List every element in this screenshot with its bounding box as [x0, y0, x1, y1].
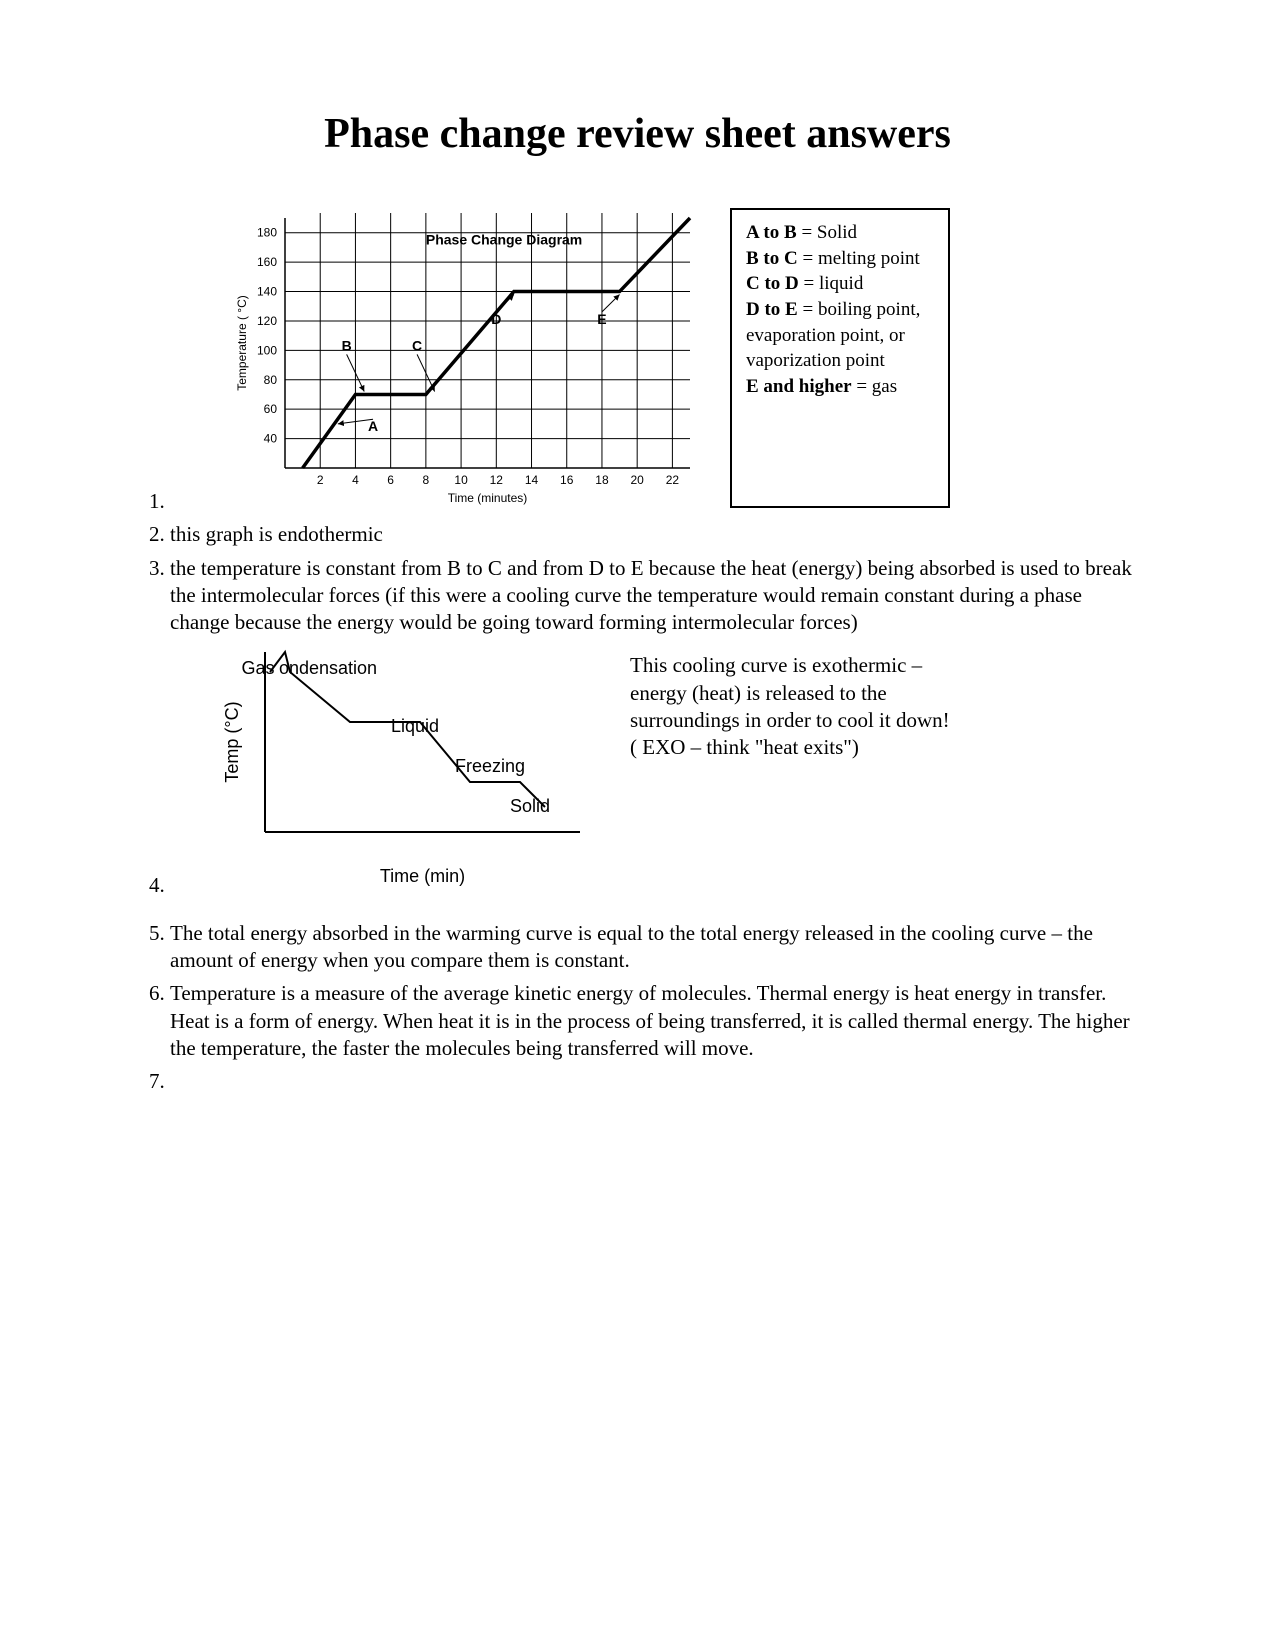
- answers-list: 2 4 6 8 10 12 14 16 18 20 22 40 60 80 100 120 140 160 180 P…: [140, 208, 1135, 1096]
- svg-text:Liquid: Liquid: [391, 716, 439, 736]
- answer-1: 2 4 6 8 10 12 14 16 18 20 22 40 60 80 100 120 140 160 180 P…: [170, 208, 1135, 515]
- svg-text:14: 14: [525, 473, 539, 487]
- svg-text:Temp (°C): Temp (°C): [222, 702, 242, 783]
- svg-text:ondensation: ondensation: [279, 658, 377, 678]
- legend-item: E and higher = gas: [746, 374, 934, 400]
- svg-text:Solid: Solid: [510, 796, 550, 816]
- svg-text:160: 160: [257, 255, 277, 269]
- svg-text:B: B: [342, 337, 352, 353]
- answer-6-lead: Temperature is a measure of the average …: [170, 981, 752, 1005]
- legend-item: C to D = liquid: [746, 271, 934, 297]
- svg-text:8: 8: [423, 473, 430, 487]
- svg-text:2: 2: [317, 473, 324, 487]
- svg-text:10: 10: [454, 473, 468, 487]
- answer-3: the temperature is constant from B to C …: [170, 555, 1135, 637]
- answer-5: The total energy absorbed in the warming…: [170, 920, 1135, 975]
- svg-text:20: 20: [630, 473, 644, 487]
- answer-5-text: The total energy absorbed in the warming…: [170, 921, 1093, 972]
- svg-text:4: 4: [352, 473, 359, 487]
- svg-text:12: 12: [490, 473, 504, 487]
- svg-text:120: 120: [257, 314, 277, 328]
- svg-text:16: 16: [560, 473, 574, 487]
- svg-text:Phase Change Diagram: Phase Change Diagram: [426, 231, 582, 247]
- svg-text:60: 60: [264, 402, 278, 416]
- cooling-curve-chart: Gasondensation Liquid Freezing Solid Temp (°…: [220, 642, 600, 899]
- svg-text:80: 80: [264, 373, 278, 387]
- cooling-curve-svg: Gasondensation Liquid Freezing Solid Temp (°…: [220, 642, 600, 892]
- svg-text:18: 18: [595, 473, 609, 487]
- worksheet-page: Phase change review sheet answers 2 4 6 8 10…: [0, 0, 1275, 1650]
- answer-3-text: the temperature is constant from B to C …: [170, 556, 1132, 635]
- svg-text:Freezing: Freezing: [455, 756, 525, 776]
- answer-2-text: this graph is endothermic: [170, 522, 383, 546]
- legend-item: A to B = Solid: [746, 220, 934, 246]
- legend-item: B to C = melting point: [746, 246, 934, 272]
- svg-text:D: D: [491, 311, 501, 327]
- answer-7: [170, 1068, 1135, 1095]
- svg-text:C: C: [412, 337, 422, 353]
- svg-text:180: 180: [257, 226, 277, 240]
- svg-text:Time (min): Time (min): [380, 866, 465, 886]
- svg-text:E: E: [597, 311, 606, 327]
- answer-2: this graph is endothermic: [170, 521, 1135, 548]
- svg-text:100: 100: [257, 343, 277, 357]
- answer-4: Gasondensation Liquid Freezing Solid Temp (°…: [170, 642, 1135, 899]
- phase-change-svg: 2 4 6 8 10 12 14 16 18 20 22 40 60 80 100 120 140 160 180 P…: [230, 208, 700, 508]
- svg-text:A: A: [368, 418, 378, 434]
- legend-box: A to B = SolidB to C = melting pointC to…: [730, 208, 950, 508]
- svg-text:6: 6: [387, 473, 394, 487]
- svg-text:Temperature ( °C): Temperature ( °C): [235, 295, 249, 391]
- svg-text:140: 140: [257, 285, 277, 299]
- svg-text:Time (minutes): Time (minutes): [448, 491, 528, 505]
- phase-change-chart: 2 4 6 8 10 12 14 16 18 20 22 40 60 80 100 120 140 160 180 P…: [230, 208, 700, 515]
- answer-4-caption: This cooling curve is exothermic – energ…: [630, 652, 960, 761]
- svg-text:40: 40: [264, 432, 278, 446]
- svg-text:22: 22: [666, 473, 680, 487]
- page-title: Phase change review sheet answers: [140, 110, 1135, 158]
- answer-6: Temperature is a measure of the average …: [170, 980, 1135, 1062]
- svg-text:Gas: Gas: [241, 658, 274, 678]
- legend-item: D to E = boiling point, evaporation poin…: [746, 297, 934, 374]
